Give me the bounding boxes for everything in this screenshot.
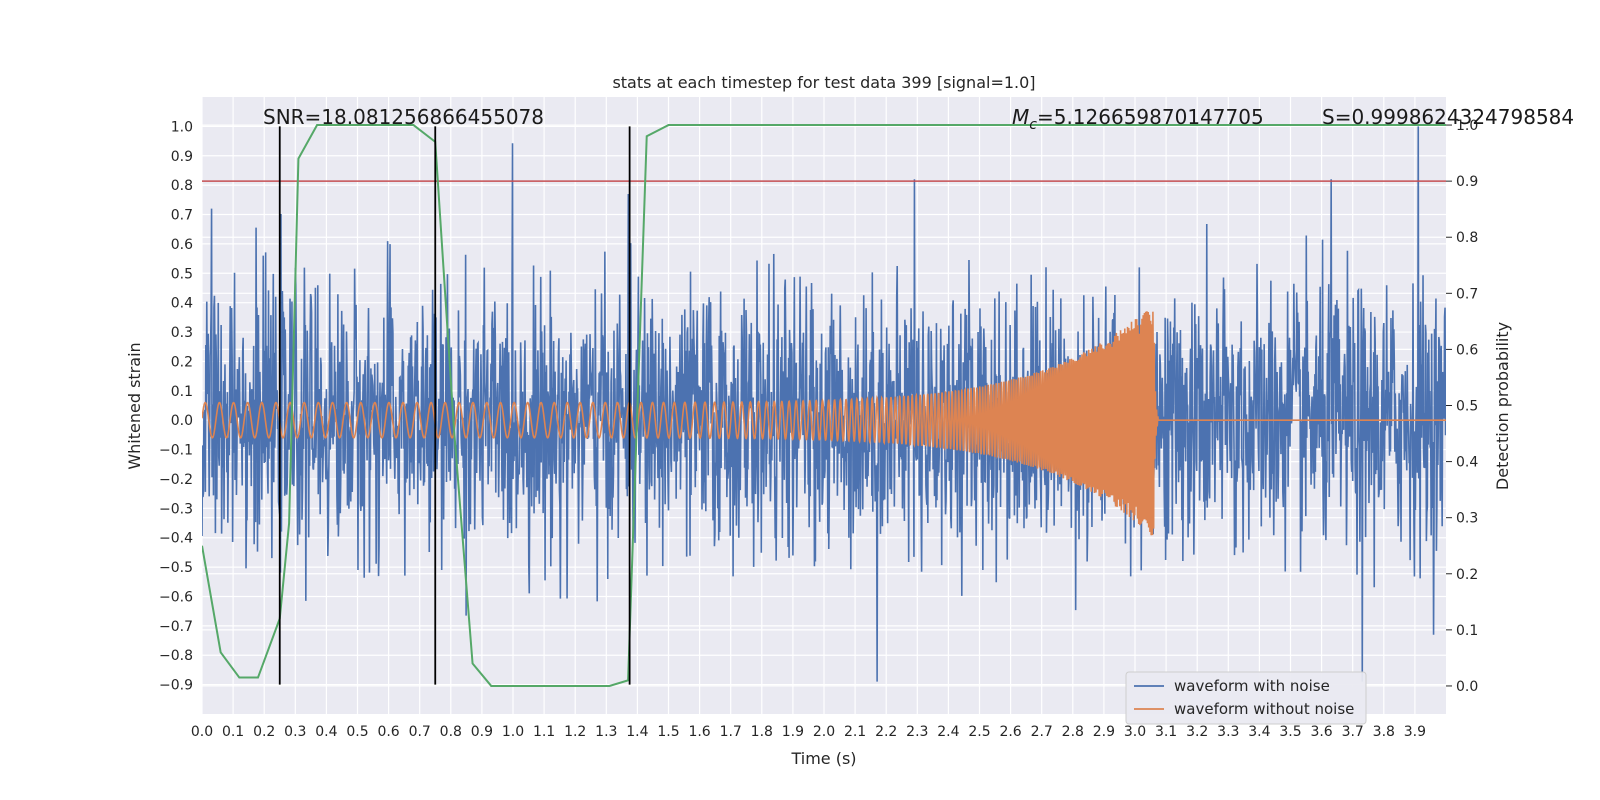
- x-tick-label: 3.9: [1404, 724, 1426, 740]
- x-tick-label: 3.5: [1279, 724, 1301, 740]
- x-tick-label: 0.8: [440, 724, 462, 740]
- x-tick-label: 1.1: [533, 724, 555, 740]
- y-tick-label: −0.9: [159, 678, 193, 694]
- x-tick-label: 1.3: [595, 724, 617, 740]
- y-tick-label: −0.2: [159, 472, 193, 488]
- x-tick-label: 3.4: [1248, 724, 1270, 740]
- x-tick-label: 3.8: [1373, 724, 1395, 740]
- y-tick-label: 0.4: [171, 296, 193, 312]
- series-detection-probability: [202, 124, 1446, 687]
- x-tick-label: 1.0: [502, 724, 524, 740]
- snr-annotation: SNR=18.081256866455078: [263, 105, 544, 129]
- y2-tick-label: 0.6: [1456, 342, 1478, 358]
- x-tick-label: 3.7: [1342, 724, 1364, 740]
- x-tick-label: 3.3: [1217, 724, 1239, 740]
- x-tick-label: 2.6: [999, 724, 1021, 740]
- x-tick-label: 0.0: [191, 724, 213, 740]
- y-tick-label: −0.6: [159, 589, 193, 605]
- x-tick-label: 1.6: [688, 724, 710, 740]
- y2-tick-label: 0.3: [1456, 511, 1478, 527]
- x-tick-label: 1.7: [720, 724, 742, 740]
- y2-axis-label: Detection probability: [1493, 322, 1512, 490]
- y-tick-label: 0.5: [171, 266, 193, 282]
- legend-label-clean: waveform without noise: [1174, 700, 1354, 718]
- y2-tick-label: 0.7: [1456, 286, 1478, 302]
- x-tick-label: 2.8: [1062, 724, 1084, 740]
- y2-tick-label: 0.8: [1456, 230, 1478, 246]
- y-tick-label: 0.9: [171, 149, 193, 165]
- y2-tick-label: 0.4: [1456, 455, 1478, 471]
- x-tick-label: 0.7: [409, 724, 431, 740]
- y-tick-label: 0.3: [171, 325, 193, 341]
- y2-tick-label: 0.5: [1456, 399, 1478, 415]
- y-tick-label: −0.7: [159, 619, 193, 635]
- x-tick-label: 2.3: [906, 724, 928, 740]
- y-axis-label: Whitened strain: [125, 342, 144, 469]
- y-tick-label: 0.8: [171, 178, 193, 194]
- y-tick-label: 0.7: [171, 208, 193, 224]
- x-tick-label: 0.6: [377, 724, 399, 740]
- x-tick-label: 3.2: [1186, 724, 1208, 740]
- y-tick-label: −0.1: [159, 443, 193, 459]
- y-tick-label: 0.1: [171, 384, 193, 400]
- x-tick-label: 1.5: [657, 724, 679, 740]
- x-tick-label: 2.0: [813, 724, 835, 740]
- y-axis-ticks: 1.0 0.9 0.8 0.7 0.6 0.5 0.4 0.3 0.2 0.1 0.0 −0.1 −0.…: [159, 119, 193, 693]
- x-tick-label: 0.1: [222, 724, 244, 740]
- y-tick-label: 0.0: [171, 413, 193, 429]
- x-tick-label: 0.2: [253, 724, 275, 740]
- y-tick-label: −0.8: [159, 648, 193, 664]
- y-tick-label: −0.4: [159, 531, 193, 547]
- y2-tick-label: 0.2: [1456, 567, 1478, 583]
- x-axis-label: Time (s): [790, 749, 856, 768]
- x-tick-label: 1.2: [564, 724, 586, 740]
- y2-tick-label: 0.0: [1456, 679, 1478, 695]
- x-tick-label: 2.5: [968, 724, 990, 740]
- series-waveform-without-noise: [202, 311, 1446, 536]
- y2-tick-label: 0.9: [1456, 174, 1478, 190]
- x-tick-label: 0.5: [346, 724, 368, 740]
- legend: waveform with noise waveform without noi…: [1125, 671, 1367, 725]
- y-tick-label: 1.0: [171, 119, 193, 135]
- chirp-mass-annotation: Mc=5.126659870147705: [1012, 105, 1264, 133]
- y2-tick-label: 0.1: [1456, 623, 1478, 639]
- x-tick-label: 0.4: [315, 724, 337, 740]
- x-tick-label: 2.7: [1031, 724, 1053, 740]
- x-tick-label: 1.4: [626, 724, 648, 740]
- x-tick-label: 3.1: [1155, 724, 1177, 740]
- y-tick-label: 0.6: [171, 237, 193, 253]
- y-tick-label: −0.3: [159, 501, 193, 517]
- chart-title: stats at each timestep for test data 399…: [612, 73, 1035, 92]
- y-tick-label: 0.2: [171, 354, 193, 370]
- x-tick-label: 0.3: [284, 724, 306, 740]
- legend-label-noise: waveform with noise: [1174, 677, 1330, 695]
- vertical-markers: [278, 126, 631, 685]
- x-tick-label: 3.0: [1124, 724, 1146, 740]
- x-tick-label: 2.2: [875, 724, 897, 740]
- x-tick-label: 1.9: [782, 724, 804, 740]
- x-axis-ticks: 0.0 0.1 0.2 0.3 0.4 0.5 0.6 0.7 0.8 0.9 1.0 1.1 1.2 1…: [191, 724, 1426, 740]
- y2-tick-label: 1.0: [1456, 118, 1478, 134]
- y-tick-label: −0.5: [159, 560, 193, 576]
- x-tick-label: 0.9: [471, 724, 493, 740]
- legend-box: [1125, 671, 1367, 725]
- x-tick-label: 1.8: [751, 724, 773, 740]
- x-tick-label: 3.6: [1310, 724, 1332, 740]
- x-tick-label: 2.4: [937, 724, 959, 740]
- x-tick-label: 2.1: [844, 724, 866, 740]
- significance-annotation: S=0.9998624324798584: [1322, 105, 1574, 129]
- y2-axis-ticks: 1.0 0.9 0.8 0.7 0.6 0.5 0.4 0.3 0.2 0.1 0.0: [1446, 118, 1478, 695]
- x-tick-label: 2.9: [1093, 724, 1115, 740]
